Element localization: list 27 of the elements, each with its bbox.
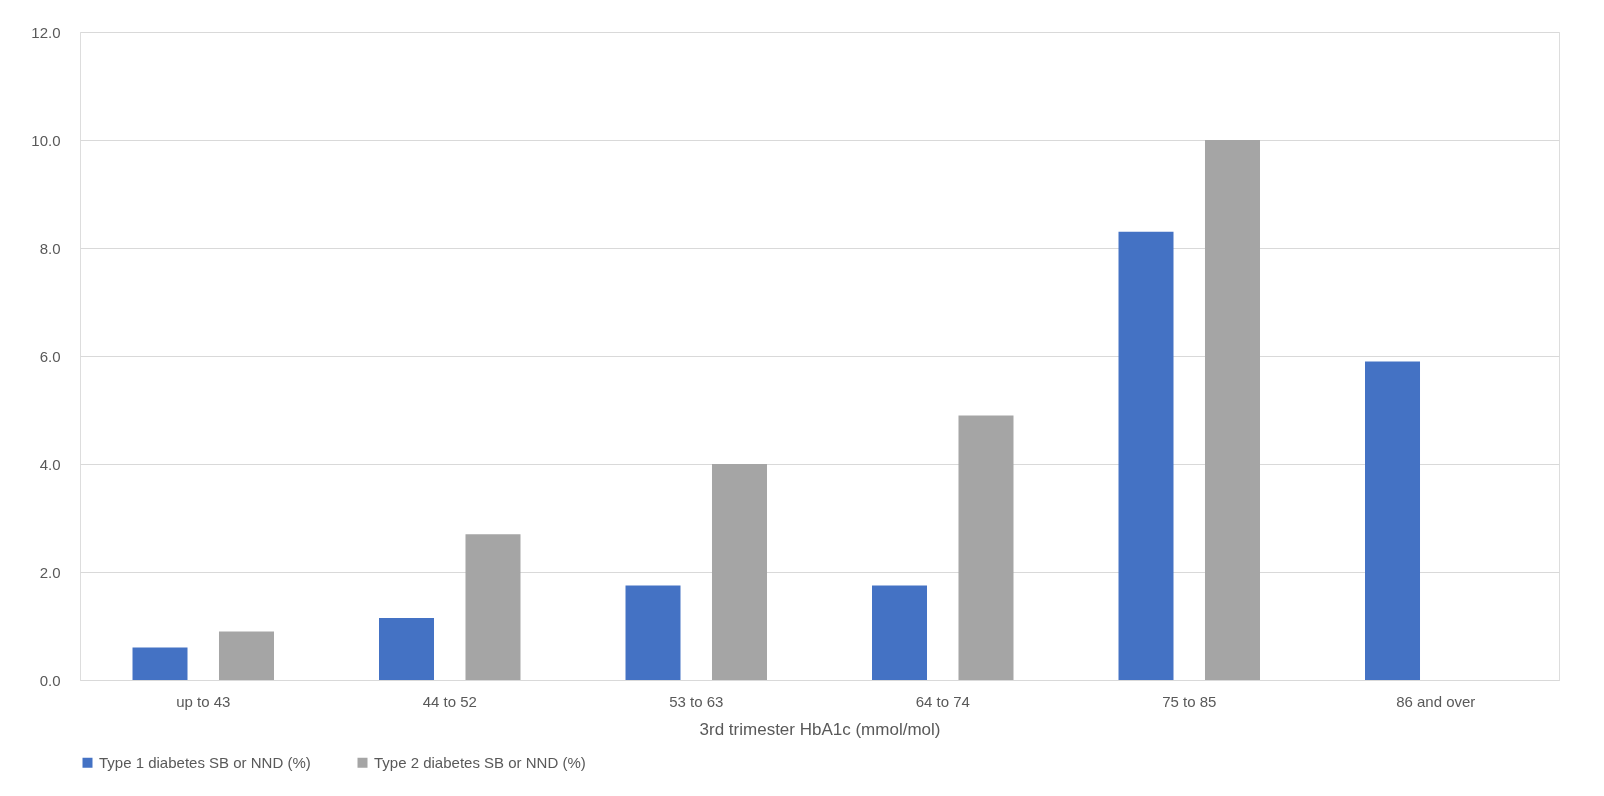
x-tick-label: up to 43 — [176, 692, 231, 710]
y-tick-label: 12.0 — [31, 23, 61, 41]
bar — [1365, 361, 1420, 680]
x-tick-label: 75 to 85 — [1162, 692, 1217, 710]
bar — [465, 534, 521, 680]
bar — [872, 585, 927, 680]
y-tick-label: 8.0 — [39, 239, 61, 257]
bar — [625, 585, 681, 680]
legend-label: Type 1 diabetes SB or NND (%) — [99, 753, 311, 771]
y-tick-label: 0.0 — [39, 671, 61, 689]
y-tick-label: 10.0 — [31, 131, 61, 149]
bar — [132, 647, 188, 680]
y-tick-label: 6.0 — [39, 347, 61, 365]
legend-label: Type 2 diabetes SB or NND (%) — [374, 753, 586, 771]
x-axis-title: 3rd trimester HbA1c (mmol/mol) — [699, 719, 941, 739]
x-tick-label: 64 to 74 — [915, 692, 970, 710]
bar — [1205, 140, 1260, 680]
x-tick-label: 86 and over — [1396, 692, 1476, 710]
bar — [712, 464, 767, 680]
bar — [219, 631, 274, 680]
bar — [958, 415, 1014, 680]
x-tick-label: 44 to 52 — [422, 692, 477, 710]
bar — [1118, 231, 1174, 680]
bar — [379, 617, 434, 680]
y-tick-label: 2.0 — [39, 563, 61, 581]
y-tick-label: 4.0 — [39, 455, 61, 473]
x-tick-label: 53 to 63 — [669, 692, 724, 710]
